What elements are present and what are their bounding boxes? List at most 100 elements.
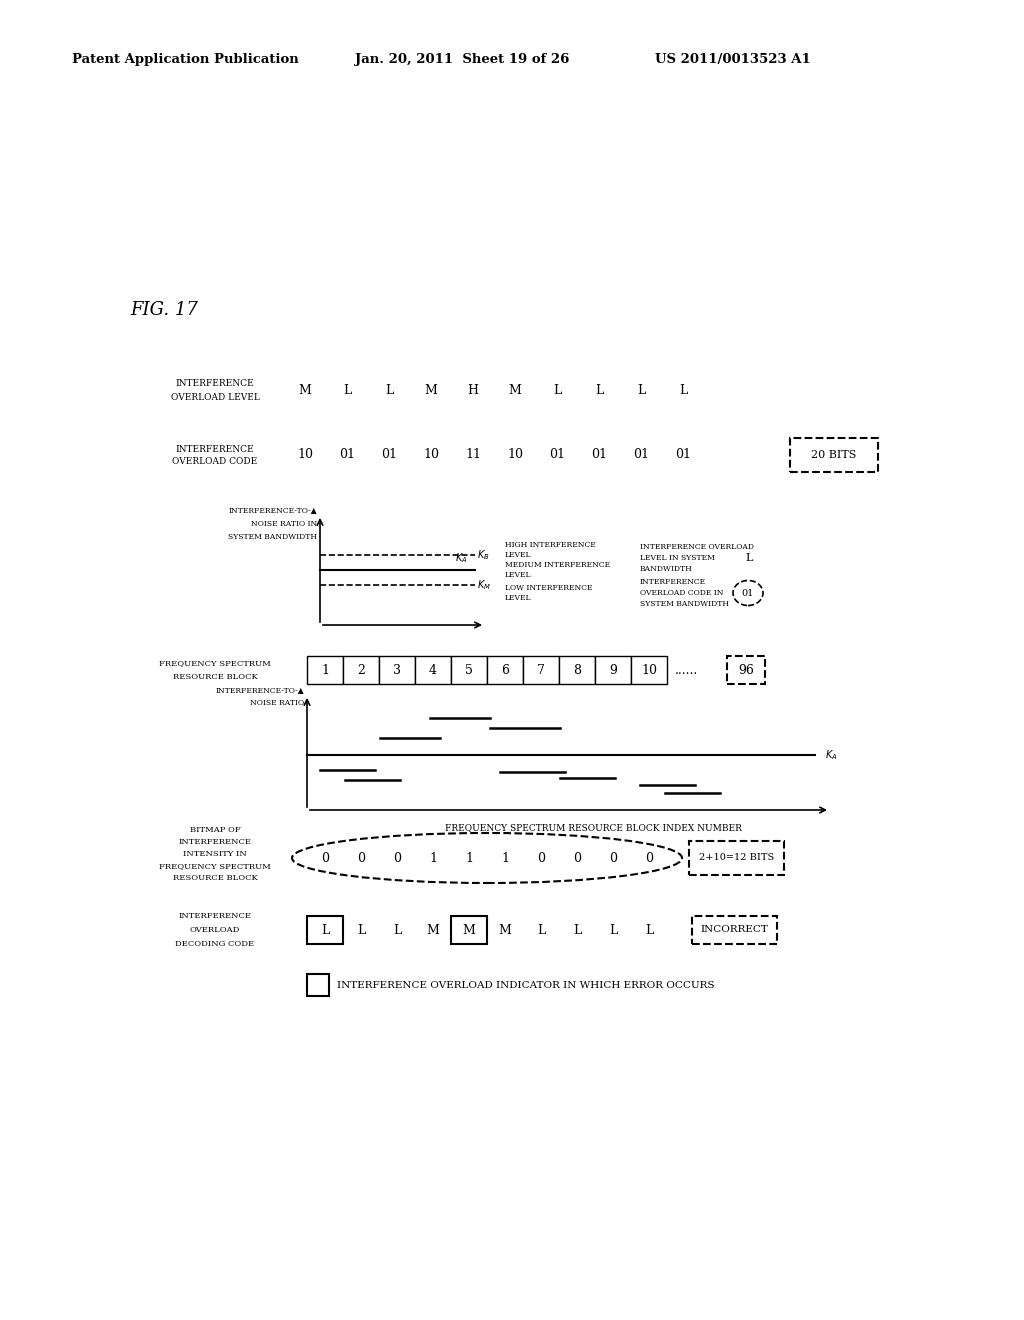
Text: INCORRECT: INCORRECT xyxy=(700,925,768,935)
Text: L: L xyxy=(595,384,603,396)
Text: 0: 0 xyxy=(357,851,365,865)
Text: 0: 0 xyxy=(573,851,581,865)
Bar xyxy=(415,656,451,684)
Text: L: L xyxy=(537,924,545,936)
Bar xyxy=(307,974,329,997)
Bar xyxy=(689,841,784,875)
Bar xyxy=(307,656,343,684)
Text: M: M xyxy=(299,384,311,396)
Text: 10: 10 xyxy=(507,449,523,462)
Text: BITMAP OF: BITMAP OF xyxy=(189,826,241,834)
Bar xyxy=(692,916,777,944)
Text: LOW INTERFERENCE: LOW INTERFERENCE xyxy=(505,583,593,591)
Text: M: M xyxy=(499,924,511,936)
Bar xyxy=(451,916,487,944)
Text: M: M xyxy=(509,384,521,396)
Text: NOISE RATIO IN: NOISE RATIO IN xyxy=(251,520,317,528)
Text: INTERFERENCE OVERLOAD INDICATOR IN WHICH ERROR OCCURS: INTERFERENCE OVERLOAD INDICATOR IN WHICH… xyxy=(337,981,715,990)
Text: LEVEL: LEVEL xyxy=(505,550,531,558)
Text: SYSTEM BANDWIDTH: SYSTEM BANDWIDTH xyxy=(640,601,729,609)
Text: 8: 8 xyxy=(573,664,581,676)
Text: 1: 1 xyxy=(465,851,473,865)
Text: 01: 01 xyxy=(741,589,755,598)
Text: L: L xyxy=(645,924,653,936)
Bar xyxy=(790,438,878,473)
Text: $K_B$: $K_B$ xyxy=(477,548,489,562)
Bar xyxy=(559,656,595,684)
Text: 01: 01 xyxy=(633,449,649,462)
Text: M: M xyxy=(427,924,439,936)
Text: RESOURCE BLOCK: RESOURCE BLOCK xyxy=(173,874,257,882)
Text: 5: 5 xyxy=(465,664,473,676)
Text: US 2011/0013523 A1: US 2011/0013523 A1 xyxy=(655,54,811,66)
Text: INTERFERENCE-TO-▲: INTERFERENCE-TO-▲ xyxy=(228,507,317,515)
Text: Jan. 20, 2011  Sheet 19 of 26: Jan. 20, 2011 Sheet 19 of 26 xyxy=(355,54,569,66)
Bar xyxy=(343,656,379,684)
Text: OVERLOAD: OVERLOAD xyxy=(189,927,241,935)
Text: 01: 01 xyxy=(339,449,355,462)
Text: M: M xyxy=(425,384,437,396)
Text: 01: 01 xyxy=(591,449,607,462)
Text: 0: 0 xyxy=(393,851,401,865)
Text: L: L xyxy=(572,924,582,936)
Ellipse shape xyxy=(733,581,763,606)
Text: INTERFERENCE: INTERFERENCE xyxy=(178,838,252,846)
Text: $K_A$: $K_A$ xyxy=(825,748,838,762)
Text: 10: 10 xyxy=(641,664,657,676)
Text: L: L xyxy=(385,384,393,396)
Text: FREQUENCY SPECTRUM: FREQUENCY SPECTRUM xyxy=(159,659,271,667)
Text: FREQUENCY SPECTRUM RESOURCE BLOCK INDEX NUMBER: FREQUENCY SPECTRUM RESOURCE BLOCK INDEX … xyxy=(445,824,742,833)
Text: 1: 1 xyxy=(429,851,437,865)
Bar xyxy=(727,656,765,684)
Text: INTERFERENCE: INTERFERENCE xyxy=(178,912,252,920)
Text: INTERFERENCE: INTERFERENCE xyxy=(640,578,707,586)
Text: 01: 01 xyxy=(675,449,691,462)
Text: INTERFERENCE OVERLOAD: INTERFERENCE OVERLOAD xyxy=(640,543,754,550)
Text: LEVEL IN SYSTEM: LEVEL IN SYSTEM xyxy=(640,554,715,562)
Text: L: L xyxy=(745,553,753,564)
Ellipse shape xyxy=(292,833,682,883)
Text: 0: 0 xyxy=(537,851,545,865)
Bar xyxy=(631,656,667,684)
Text: H: H xyxy=(468,384,478,396)
Text: DECODING CODE: DECODING CODE xyxy=(175,940,255,948)
Text: M: M xyxy=(463,924,475,936)
Text: HIGH INTERFERENCE: HIGH INTERFERENCE xyxy=(505,541,596,549)
Text: $K_M$: $K_M$ xyxy=(477,578,492,591)
Text: MEDIUM INTERFERENCE: MEDIUM INTERFERENCE xyxy=(505,561,610,569)
Text: OVERLOAD CODE: OVERLOAD CODE xyxy=(172,458,258,466)
Text: OVERLOAD LEVEL: OVERLOAD LEVEL xyxy=(171,392,259,401)
Text: 10: 10 xyxy=(423,449,439,462)
Text: INTERFERENCE-TO-▲: INTERFERENCE-TO-▲ xyxy=(215,686,304,696)
Text: FIG. 17: FIG. 17 xyxy=(130,301,198,319)
Text: L: L xyxy=(679,384,687,396)
Text: L: L xyxy=(609,924,617,936)
Text: 11: 11 xyxy=(465,449,481,462)
Text: L: L xyxy=(393,924,401,936)
Text: 4: 4 xyxy=(429,664,437,676)
Text: SYSTEM BANDWIDTH: SYSTEM BANDWIDTH xyxy=(228,533,317,541)
Text: 1: 1 xyxy=(501,851,509,865)
Text: L: L xyxy=(553,384,561,396)
Text: RESOURCE BLOCK: RESOURCE BLOCK xyxy=(173,673,257,681)
Text: $K_A$: $K_A$ xyxy=(455,552,468,565)
Text: INTERFERENCE: INTERFERENCE xyxy=(176,445,254,454)
Text: INTERFERENCE: INTERFERENCE xyxy=(176,380,254,388)
Text: LEVEL: LEVEL xyxy=(505,594,531,602)
Text: 0: 0 xyxy=(321,851,329,865)
Bar xyxy=(523,656,559,684)
Bar xyxy=(595,656,631,684)
Text: 01: 01 xyxy=(549,449,565,462)
Text: 10: 10 xyxy=(297,449,313,462)
Text: 6: 6 xyxy=(501,664,509,676)
Text: 1: 1 xyxy=(321,664,329,676)
Text: 0: 0 xyxy=(609,851,617,865)
Text: 2+10=12 BITS: 2+10=12 BITS xyxy=(698,854,774,862)
Bar xyxy=(379,656,415,684)
Text: L: L xyxy=(321,924,329,936)
Text: L: L xyxy=(637,384,645,396)
Text: 2: 2 xyxy=(357,664,365,676)
Text: BANDWIDTH: BANDWIDTH xyxy=(640,565,693,573)
Text: NOISE RATIO: NOISE RATIO xyxy=(250,700,304,708)
Text: LEVEL: LEVEL xyxy=(505,572,531,579)
